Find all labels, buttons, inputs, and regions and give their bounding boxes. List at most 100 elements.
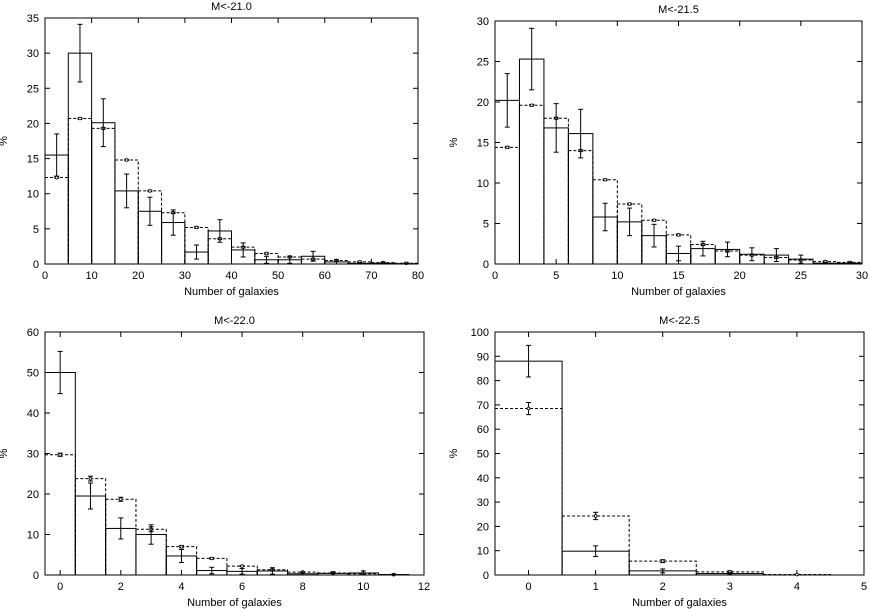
y-tick-label: 10 bbox=[27, 189, 39, 201]
x-tick-label: 5 bbox=[861, 581, 867, 593]
dashed-marker bbox=[505, 145, 510, 150]
dashed-bar bbox=[567, 150, 594, 265]
x-tick-label: 10 bbox=[86, 270, 98, 282]
solid-histogram bbox=[494, 344, 764, 576]
y-tick-label: 5 bbox=[483, 219, 489, 231]
error-bar bbox=[380, 262, 386, 265]
error-bar bbox=[57, 350, 63, 395]
y-tick-label: 20 bbox=[27, 118, 39, 130]
error-bar bbox=[403, 262, 409, 265]
y-tick-label: 20 bbox=[477, 521, 489, 533]
y-tick-label: 60 bbox=[27, 327, 39, 339]
error-bar bbox=[310, 250, 316, 262]
solid-histogram bbox=[44, 350, 410, 576]
error-bar bbox=[209, 566, 215, 575]
error-bar bbox=[148, 524, 154, 545]
error-bar bbox=[529, 27, 535, 91]
chart-title: M<-21.5 bbox=[658, 4, 699, 16]
x-tick-label: 10 bbox=[611, 270, 623, 282]
dashed-bar bbox=[67, 118, 93, 265]
solid-histogram bbox=[494, 27, 863, 265]
dashed-marker bbox=[148, 189, 152, 193]
dashed-marker bbox=[124, 158, 129, 162]
y-tick-label: 10 bbox=[477, 178, 489, 190]
error-bar bbox=[87, 482, 93, 510]
error-bar bbox=[360, 570, 366, 576]
dashed-bar bbox=[518, 104, 545, 265]
error-bar bbox=[170, 209, 176, 236]
x-tick-label: 4 bbox=[794, 581, 800, 593]
y-tick-label: 10 bbox=[477, 546, 489, 558]
dashed-marker bbox=[194, 225, 199, 230]
y-tick-label: 30 bbox=[27, 48, 39, 60]
dashed-bar bbox=[494, 146, 520, 265]
dashed-bar bbox=[91, 127, 116, 265]
x-axis-label: Number of galaxies bbox=[632, 597, 727, 609]
y-tick-label: 40 bbox=[477, 473, 489, 485]
y-tick-label: 10 bbox=[27, 530, 39, 542]
dashed-marker bbox=[660, 559, 665, 563]
error-bar bbox=[77, 23, 83, 83]
y-tick-label: 20 bbox=[27, 489, 39, 501]
x-axis-label: Number of galaxies bbox=[184, 286, 279, 298]
y-tick-label: 25 bbox=[27, 83, 39, 95]
x-tick-label: 50 bbox=[272, 270, 284, 282]
error-bar bbox=[147, 196, 153, 226]
y-tick-label: 70 bbox=[477, 400, 489, 412]
error-bar bbox=[700, 240, 706, 257]
error-bar bbox=[798, 254, 804, 264]
error-bar bbox=[333, 259, 339, 265]
dashed-marker bbox=[209, 556, 214, 561]
y-tick-label: 0 bbox=[33, 570, 39, 582]
dashed-histogram bbox=[44, 452, 410, 577]
chart-title: M<-22.5 bbox=[659, 315, 700, 327]
y-tick-label: 20 bbox=[477, 97, 489, 109]
error-bar bbox=[676, 245, 681, 262]
dashed-marker bbox=[627, 202, 632, 206]
dashed-marker bbox=[179, 544, 184, 549]
error-bar bbox=[239, 568, 245, 575]
x-tick-label: 40 bbox=[225, 270, 237, 282]
x-tick-label: 10 bbox=[357, 581, 369, 593]
chart-panel-3: M<-22.0 0 10 20 30 40 50 60 0 2 4 6 8 10 12 Number of g… bbox=[0, 315, 430, 609]
dashed-marker bbox=[240, 564, 244, 568]
error-bar bbox=[100, 98, 106, 148]
error-bar bbox=[240, 242, 246, 258]
y-tick-label: 40 bbox=[27, 408, 39, 420]
y-tick-label: 0 bbox=[483, 259, 489, 271]
y-tick-label: 50 bbox=[477, 449, 489, 461]
error-bar bbox=[54, 133, 60, 177]
dashed-histogram bbox=[494, 401, 831, 577]
x-tick-label: 2 bbox=[118, 581, 124, 593]
error-bar bbox=[300, 571, 306, 576]
error-bar bbox=[287, 255, 293, 264]
x-tick-label: 70 bbox=[365, 270, 377, 282]
y-tick-label: 100 bbox=[471, 327, 489, 339]
error-bar bbox=[627, 207, 633, 237]
x-tick-label: 4 bbox=[178, 581, 184, 593]
x-tick-label: 60 bbox=[319, 270, 331, 282]
error-bar bbox=[217, 219, 223, 243]
dashed-marker bbox=[652, 218, 656, 223]
error-bar bbox=[194, 244, 200, 260]
dashed-bar bbox=[44, 177, 69, 265]
dashed-marker bbox=[58, 452, 62, 457]
plot-frame bbox=[494, 331, 865, 576]
y-tick-label: 35 bbox=[27, 13, 39, 25]
x-tick-label: 2 bbox=[660, 581, 666, 593]
y-tick-label: 0 bbox=[33, 259, 39, 271]
x-tick-label: 15 bbox=[672, 270, 684, 282]
y-axis-label: % bbox=[448, 137, 460, 147]
dashed-marker bbox=[529, 103, 534, 108]
chart-panel-4: M<-22.5 0 10 20 30 40 50 60 70 80 90 100 0 1 2 3 4 5 Numbe… bbox=[448, 315, 867, 609]
x-tick-label: 5 bbox=[553, 270, 559, 282]
dashed-marker bbox=[603, 177, 607, 182]
error-bar bbox=[178, 548, 184, 563]
dashed-marker bbox=[264, 251, 269, 256]
error-bar bbox=[330, 571, 336, 576]
solid-bar bbox=[67, 52, 93, 265]
y-tick-label: 15 bbox=[477, 138, 489, 150]
y-tick-label: 25 bbox=[477, 57, 489, 69]
x-tick-label: 0 bbox=[525, 581, 531, 593]
x-tick-label: 20 bbox=[132, 270, 144, 282]
